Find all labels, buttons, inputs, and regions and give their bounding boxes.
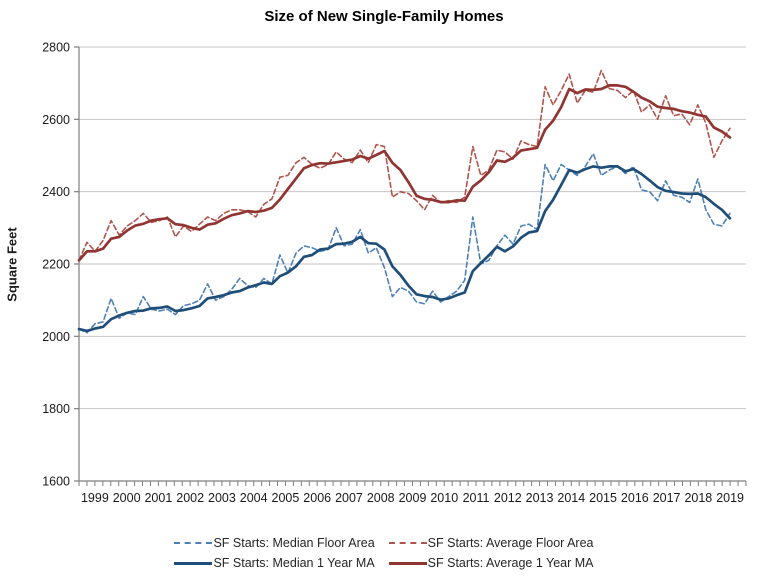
legend-solid-line-sample bbox=[388, 561, 427, 565]
legend-label: SF Starts: Average 1 Year MA bbox=[427, 556, 594, 570]
y-tick-label: 1800 bbox=[42, 402, 70, 416]
x-axis-labels: 1999 2000 2001 2002 2003 2004 2005 2006 2007 2008… bbox=[81, 491, 744, 505]
y-tick-label: 2600 bbox=[42, 113, 70, 127]
y-tick-label: 2200 bbox=[42, 258, 70, 272]
x-tick-label: 2009 bbox=[399, 491, 427, 505]
legend-dashed-line-sample bbox=[388, 542, 427, 544]
x-tick-label: 2017 bbox=[653, 491, 681, 505]
legend: SF Starts: Median Floor Area SF Starts: … bbox=[0, 536, 768, 570]
y-tick-label: 2400 bbox=[42, 185, 70, 199]
series-line-sf-starts-median-1-year-ma bbox=[77, 165, 732, 333]
gridlines bbox=[79, 46, 746, 410]
y-tick-label: 1600 bbox=[42, 475, 70, 489]
x-tick-label: 2016 bbox=[621, 491, 649, 505]
x-tick-label: 2001 bbox=[144, 491, 172, 505]
x-tick-label: 2018 bbox=[684, 491, 712, 505]
series-line-sf-starts-median-floor-area bbox=[78, 152, 731, 334]
chart-title: Size of New Single-Family Homes bbox=[264, 8, 504, 25]
x-tick-label: 2015 bbox=[589, 491, 617, 505]
x-tick-label: 2019 bbox=[716, 491, 744, 505]
x-tick-label: 2008 bbox=[367, 491, 395, 505]
x-tick-label: 2005 bbox=[272, 491, 300, 505]
x-tick-label: 2000 bbox=[113, 491, 141, 505]
legend-label: SF Starts: Median Floor Area bbox=[213, 536, 375, 550]
x-tick-label: 2014 bbox=[557, 491, 585, 505]
series-line-sf-starts-average-floor-area bbox=[78, 69, 731, 262]
legend-label: SF Starts: Median 1 Year MA bbox=[213, 556, 375, 570]
x-tick-label: 2002 bbox=[176, 491, 204, 505]
y-axis-ticks-labels: 1600 1800 2000 2200 2400 2600 2800 bbox=[42, 41, 79, 489]
x-tick-label: 2013 bbox=[526, 491, 554, 505]
legend-item-median-floor-area: SF Starts: Median Floor Area bbox=[174, 536, 375, 550]
x-tick-label: 2010 bbox=[430, 491, 458, 505]
x-tick-label: 2003 bbox=[208, 491, 236, 505]
x-tick-label: 2004 bbox=[240, 491, 268, 505]
legend-dashed-line-sample bbox=[174, 542, 213, 544]
legend-label: SF Starts: Average Floor Area bbox=[427, 536, 594, 550]
x-tick-label: 2006 bbox=[303, 491, 331, 505]
series-line-sf-starts-average-1-year-ma bbox=[77, 84, 732, 262]
x-tick-label: 2007 bbox=[335, 491, 363, 505]
legend-item-median-1yr-ma: SF Starts: Median 1 Year MA bbox=[174, 556, 375, 570]
series-lines bbox=[77, 69, 732, 334]
y-tick-label: 2800 bbox=[42, 41, 70, 55]
x-axis-ticks bbox=[78, 481, 747, 486]
legend-item-average-1yr-ma: SF Starts: Average 1 Year MA bbox=[388, 556, 594, 570]
legend-item-average-floor-area: SF Starts: Average Floor Area bbox=[388, 536, 594, 550]
x-tick-label: 2012 bbox=[494, 491, 522, 505]
x-tick-label: 1999 bbox=[81, 491, 109, 505]
x-tick-label: 2011 bbox=[463, 491, 490, 505]
legend-solid-line-sample bbox=[174, 561, 213, 565]
y-tick-label: 2000 bbox=[42, 330, 70, 344]
